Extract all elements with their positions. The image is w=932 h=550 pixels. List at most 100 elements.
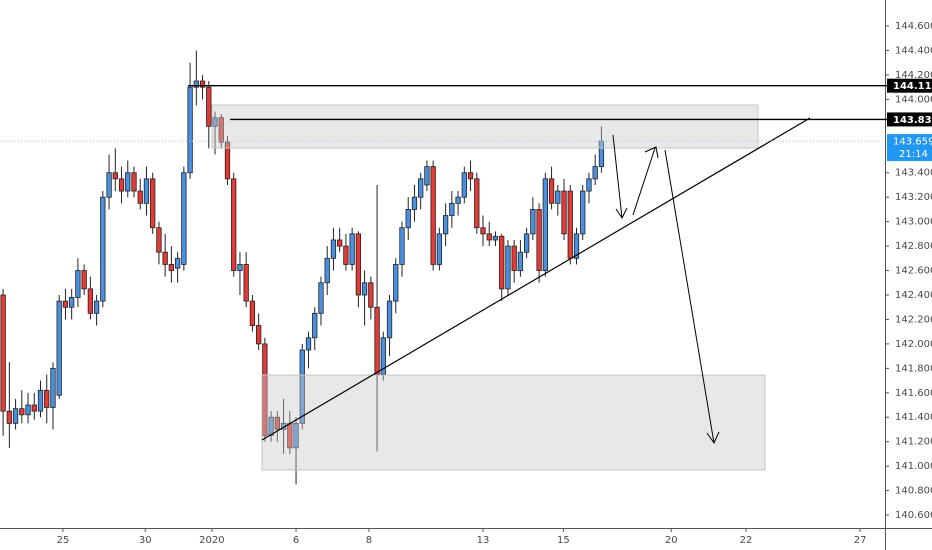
candle-body [586, 178, 592, 192]
y-tick-label: 141.600 [895, 388, 932, 399]
candle-body [486, 233, 492, 241]
candle-body [268, 416, 274, 436]
candle-body [187, 86, 193, 174]
arrow-up [632, 147, 656, 216]
arrow-head [644, 146, 659, 159]
candle-body [305, 337, 312, 351]
trend-line [261, 117, 811, 441]
candle-body [212, 117, 218, 127]
candle-body [548, 178, 555, 204]
candle-body [580, 190, 586, 235]
candle-body [75, 270, 81, 298]
candle-body [93, 300, 100, 314]
support-zone [261, 374, 766, 471]
candle-body [499, 235, 505, 290]
y-tick-label: 144.400 [895, 45, 932, 56]
price-label-box [887, 112, 932, 127]
candle-body [361, 282, 368, 296]
candle-body [25, 404, 31, 416]
candle-body [349, 233, 355, 265]
y-tick-label: 144.000 [895, 94, 932, 105]
x-tick-label: 15 [557, 535, 570, 546]
candle-body [162, 251, 168, 265]
y-tick-label: 142.800 [895, 241, 932, 252]
candle-body [480, 227, 486, 235]
candle-body [56, 300, 62, 396]
candle-body [81, 270, 87, 290]
candle-body [542, 178, 548, 271]
candle-body [436, 233, 443, 265]
x-tick-label: 30 [139, 535, 152, 546]
candle-body [50, 367, 56, 408]
candle-body [69, 297, 75, 308]
candle-body [106, 172, 112, 198]
x-tick-label: 27 [854, 535, 867, 546]
arrow-head [615, 207, 628, 219]
candle-body [380, 337, 386, 375]
candle-body [31, 404, 37, 412]
x-tick-label: 22 [740, 535, 753, 546]
arrow-down [612, 134, 623, 219]
candle-body [249, 300, 256, 326]
candle-body [318, 282, 324, 314]
candle-body [530, 209, 536, 235]
candle-body [118, 178, 125, 192]
y-tick-label: 141.800 [895, 363, 932, 374]
arrows [612, 134, 720, 445]
x-tick-label: 20 [665, 535, 678, 546]
candle-body [137, 190, 143, 204]
candle-body [455, 196, 461, 204]
y-tick-label: 143.200 [895, 192, 932, 203]
x-tick-label: 6 [293, 535, 299, 546]
y-tick-label: 144.200 [895, 70, 932, 81]
candle-body [598, 140, 605, 168]
candle-body [156, 227, 162, 253]
candle-body [143, 178, 150, 204]
candle-body [150, 178, 156, 229]
candle-body [430, 166, 436, 265]
y-tick-label: 141.200 [895, 437, 932, 448]
y-tick-label: 142.200 [895, 314, 932, 325]
candle-body [555, 190, 561, 204]
price-label: 143.836 [893, 115, 932, 126]
candle-body [181, 172, 187, 265]
candle-body [125, 172, 131, 192]
y-tick-label: 142.400 [895, 290, 932, 301]
candle-body [511, 245, 517, 271]
y-tick-label: 143.400 [895, 168, 932, 179]
candles [0, 50, 605, 485]
candle-body [411, 196, 418, 210]
candle-body [62, 300, 69, 308]
y-tick-label: 142.000 [895, 339, 932, 350]
candle-body [374, 306, 380, 375]
candle-body [243, 264, 249, 302]
candle-body [112, 172, 118, 180]
candle-body [386, 300, 393, 339]
candle-body [418, 178, 424, 198]
candle-body [368, 282, 374, 308]
candle-body [37, 389, 44, 412]
candle-body [474, 178, 480, 229]
y-tick-label: 141.400 [895, 412, 932, 423]
y-tick-label: 142.600 [895, 266, 932, 277]
candle-body [399, 227, 405, 265]
candle-body [573, 233, 580, 259]
y-tick-label: 143.000 [895, 217, 932, 228]
y-tick-label: 140.600 [895, 510, 932, 521]
candle-body [505, 245, 511, 290]
candle-body [312, 312, 318, 339]
candle-body [6, 410, 12, 424]
candle-body [206, 86, 212, 127]
candle-body [293, 422, 299, 449]
candle-body [131, 172, 137, 192]
candle-body [237, 264, 243, 271]
candle-body [561, 190, 567, 235]
candle-body [461, 172, 467, 198]
candle-body [405, 209, 411, 229]
candle-body [337, 239, 343, 247]
candle-body [199, 80, 206, 88]
candle-body [299, 349, 305, 424]
